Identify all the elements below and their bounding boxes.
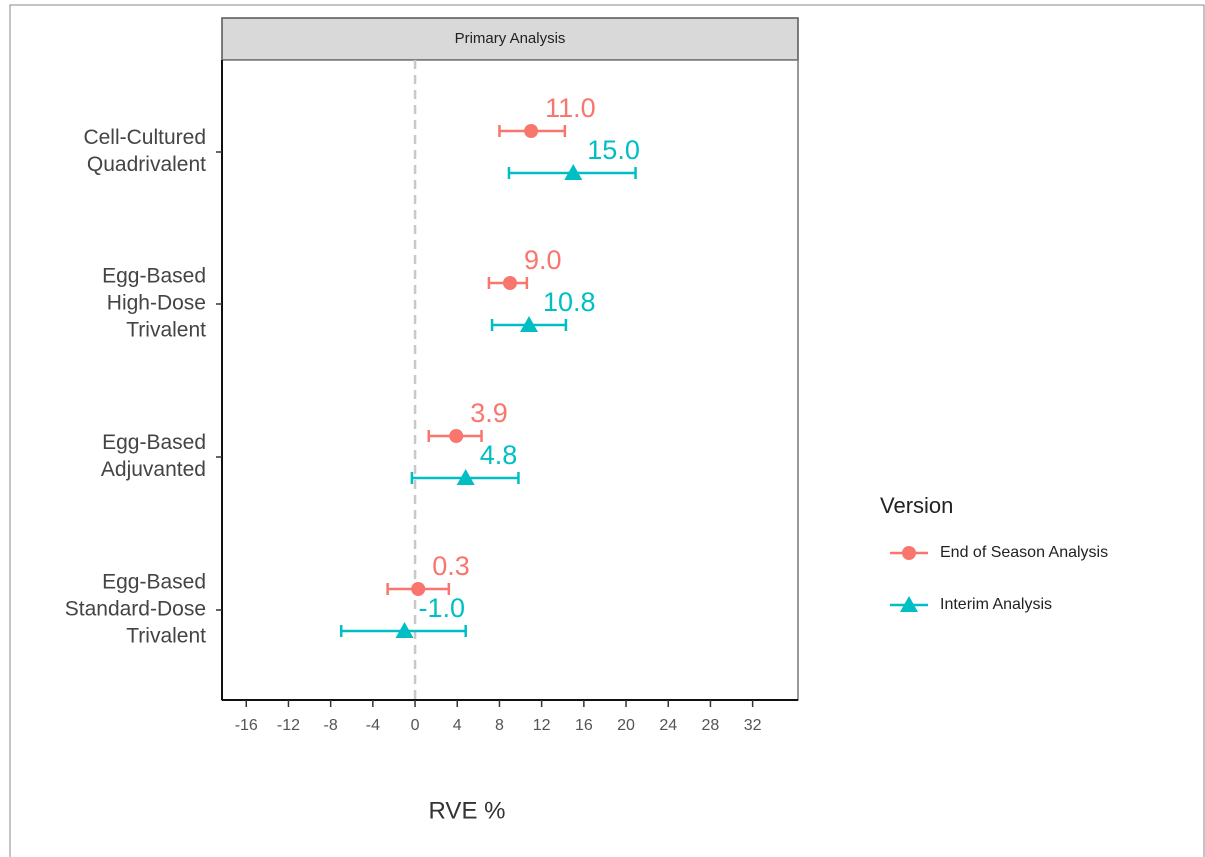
data-label: 15.0: [587, 135, 640, 165]
point: [519, 316, 538, 332]
data-label: 3.9: [470, 398, 508, 428]
point: [411, 582, 426, 596]
x-tick-label: -4: [366, 717, 380, 734]
x-tick-label: 4: [453, 717, 462, 734]
point: [503, 276, 517, 290]
y-tick-label: Quadrivalent: [87, 153, 206, 176]
x-tick-label: 32: [744, 717, 762, 734]
legend-label: End of Season Analysis: [940, 544, 1108, 561]
point: [395, 622, 414, 638]
x-tick-label: 24: [659, 717, 677, 734]
y-tick-label: Adjuvanted: [101, 458, 206, 481]
legend-title: Version: [880, 493, 953, 518]
plot-panel: [221, 59, 799, 701]
data-label: -1.0: [419, 593, 466, 623]
outer-frame: [9, 4, 1205, 857]
data-label: 10.8: [543, 287, 596, 317]
point: [524, 124, 539, 138]
point: [564, 164, 583, 180]
y-tick-label: Trivalent: [126, 625, 206, 648]
y-tick-label: Egg-Based: [102, 265, 206, 288]
y-tick-label: Cell-Cultured: [83, 126, 206, 149]
data-label: 4.8: [480, 440, 518, 470]
x-tick-label: -8: [324, 717, 338, 734]
x-tick-label: -12: [277, 717, 300, 734]
x-tick-label: 8: [495, 717, 504, 734]
legend-label: Interim Analysis: [940, 596, 1052, 613]
x-tick-label: 0: [411, 717, 420, 734]
legend-marker: [902, 546, 916, 560]
y-tick-label: Egg-Based: [102, 431, 206, 454]
panel-title: Primary Analysis: [455, 30, 566, 47]
x-tick-label: 20: [617, 717, 635, 734]
x-tick-label: 16: [575, 717, 593, 734]
data-label: 0.3: [432, 551, 470, 581]
data-label: 9.0: [524, 245, 562, 275]
point: [456, 469, 475, 485]
x-tick-label: -16: [235, 717, 258, 734]
x-tick-label: 28: [702, 717, 720, 734]
x-axis-title: RVE %: [429, 797, 506, 824]
x-tick-label: 12: [533, 717, 551, 734]
data-label: 11.0: [545, 93, 596, 123]
y-tick-label: Standard-Dose: [65, 598, 206, 621]
legend-marker: [900, 596, 918, 612]
y-tick-label: High-Dose: [107, 292, 206, 315]
y-tick-label: Trivalent: [126, 319, 206, 342]
point: [449, 429, 464, 443]
y-tick-label: Egg-Based: [102, 571, 206, 594]
